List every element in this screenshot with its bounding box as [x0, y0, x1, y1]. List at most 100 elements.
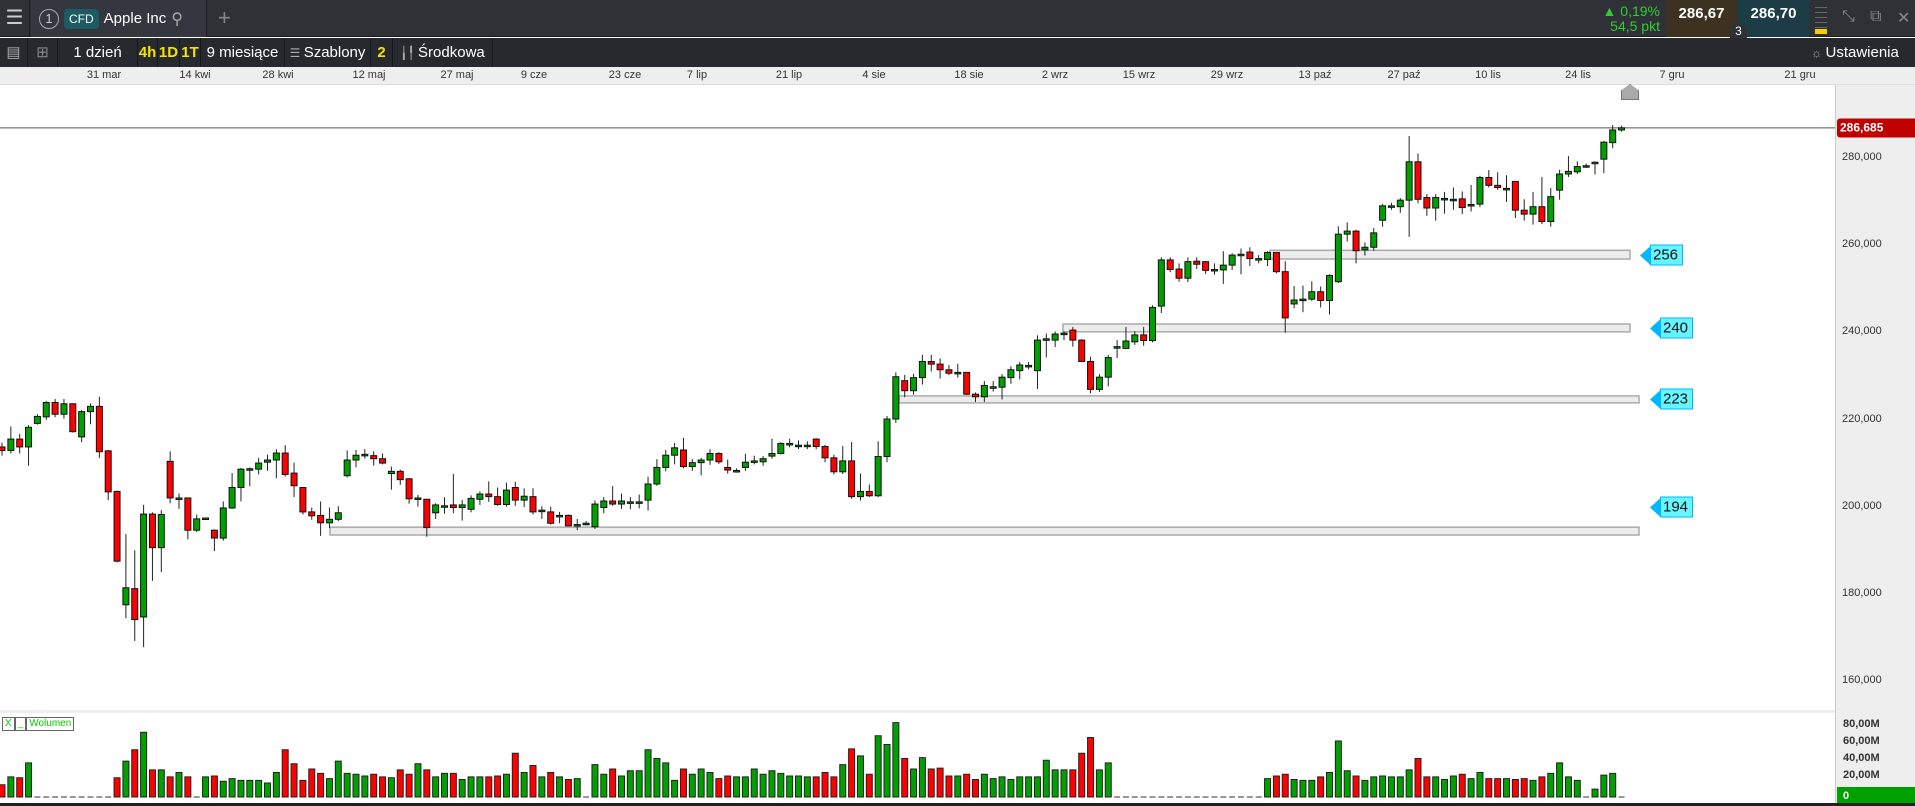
- candle: [750, 455, 758, 465]
- interval-4h[interactable]: 4h: [138, 38, 158, 67]
- scroll-to-end-marker[interactable]: [1621, 84, 1639, 100]
- templates-label: Szablony: [303, 44, 366, 61]
- candle: [237, 467, 245, 502]
- add-tab-icon[interactable]: +: [218, 5, 231, 30]
- volume-bar: [343, 772, 351, 798]
- close-volume-button[interactable]: X: [2, 717, 15, 731]
- level-tag[interactable]: 194: [1649, 496, 1694, 518]
- candle: [370, 451, 378, 466]
- volume-bar: [219, 780, 227, 798]
- candle-body: [308, 511, 316, 517]
- interval-1t[interactable]: 1T: [180, 38, 201, 67]
- level-zone[interactable]: [329, 526, 1640, 536]
- level-tag[interactable]: 240: [1649, 317, 1694, 339]
- volume-bar: [1441, 779, 1449, 798]
- candle-body: [963, 371, 971, 395]
- candle: [954, 363, 962, 378]
- range-select[interactable]: 9 miesiące: [201, 38, 285, 67]
- minimize-volume-button[interactable]: _: [14, 717, 27, 731]
- buy-button[interactable]: 286,70: [1738, 0, 1809, 37]
- list-icon[interactable]: ▤: [0, 38, 28, 67]
- candle: [1051, 331, 1059, 348]
- candle: [1591, 161, 1599, 175]
- settings-button[interactable]: ☼ Ustawienia: [1795, 38, 1915, 67]
- search-icon[interactable]: ⚲: [171, 10, 183, 28]
- candle-body: [1423, 197, 1431, 209]
- hamburger-icon[interactable]: ☰: [0, 0, 30, 37]
- candle: [1078, 339, 1086, 362]
- candle: [1007, 366, 1015, 384]
- candle: [423, 498, 431, 537]
- minimize-icon[interactable]: ⤡: [1842, 8, 1855, 25]
- candle-body: [1149, 306, 1156, 342]
- candle: [591, 500, 599, 529]
- candle-body: [1184, 261, 1192, 279]
- volume-bar: [272, 772, 280, 798]
- level-zone[interactable]: [1269, 249, 1631, 260]
- volume-bar: [458, 779, 466, 798]
- volume-bar: [644, 749, 652, 798]
- price-axis[interactable]: 280,000 260,000 240,000 220,000 200,000 180,0…: [1835, 85, 1915, 806]
- popout-icon[interactable]: ⧉: [1870, 8, 1882, 25]
- candle: [1458, 191, 1466, 215]
- candle: [1157, 257, 1165, 314]
- candle-body: [1538, 206, 1546, 223]
- candle-body: [1016, 364, 1024, 372]
- instrument-tab[interactable]: 1 CFD Apple Inc ⚲: [31, 0, 207, 37]
- candle-body: [25, 426, 33, 448]
- change-percent: ▲ 0,19%: [1602, 3, 1660, 19]
- cfd-badge: CFD: [64, 8, 99, 29]
- templates-button[interactable]: ☰ Szablony: [285, 38, 371, 67]
- candle-body: [520, 495, 528, 501]
- close-icon[interactable]: ✕: [1897, 10, 1911, 27]
- volume-bar: [290, 763, 298, 798]
- candle: [1573, 161, 1581, 175]
- chart-type-button[interactable]: ╽╿ Środkowa: [393, 38, 493, 67]
- candle: [883, 415, 891, 463]
- volume-bar: [1405, 769, 1413, 798]
- candle-body: [370, 455, 378, 460]
- date-tick: 9 cze: [520, 69, 548, 81]
- candle-body: [405, 478, 413, 500]
- layout-icon[interactable]: ⊞: [28, 38, 58, 67]
- level-zone[interactable]: [1062, 323, 1631, 333]
- candle-body: [1609, 129, 1617, 144]
- candle-body: [16, 438, 24, 448]
- volume-bar: [1069, 769, 1077, 798]
- interval-1d[interactable]: 1D: [158, 38, 180, 67]
- interval-select[interactable]: 1 dzień: [58, 38, 138, 67]
- volume-bar: [1352, 775, 1360, 798]
- volume-bar: [1564, 776, 1572, 798]
- candle-body: [901, 380, 909, 392]
- date-tick: 15 wrz: [1122, 69, 1156, 81]
- indicator-count[interactable]: 2: [371, 38, 393, 67]
- candle: [582, 521, 590, 526]
- candle: [1255, 255, 1263, 264]
- volume-bar: [255, 779, 263, 798]
- candle-body: [786, 442, 794, 446]
- sell-button[interactable]: 286,67: [1666, 0, 1737, 37]
- candle-body: [1025, 364, 1033, 368]
- candle-body: [547, 511, 555, 524]
- volume-bar: [476, 776, 484, 798]
- candle-body: [1352, 230, 1360, 252]
- candle: [972, 392, 979, 403]
- level-zone[interactable]: [898, 395, 1640, 404]
- candle: [1414, 153, 1422, 204]
- price-chart[interactable]: [0, 85, 1835, 710]
- candle: [290, 462, 298, 498]
- level-tag[interactable]: 223: [1649, 388, 1694, 410]
- volume-bar: [423, 769, 431, 798]
- candle: [246, 467, 254, 487]
- candle-body: [255, 462, 263, 470]
- pane-divider[interactable]: [0, 710, 1835, 713]
- volume-bar: [803, 776, 811, 798]
- candle-body: [1060, 332, 1068, 336]
- volume-bar: [281, 749, 289, 798]
- candle-body: [157, 514, 165, 549]
- level-tag[interactable]: 256: [1639, 244, 1684, 266]
- candle-body: [1246, 251, 1254, 260]
- candle: [724, 459, 732, 474]
- candle: [210, 529, 218, 552]
- candle: [7, 426, 15, 454]
